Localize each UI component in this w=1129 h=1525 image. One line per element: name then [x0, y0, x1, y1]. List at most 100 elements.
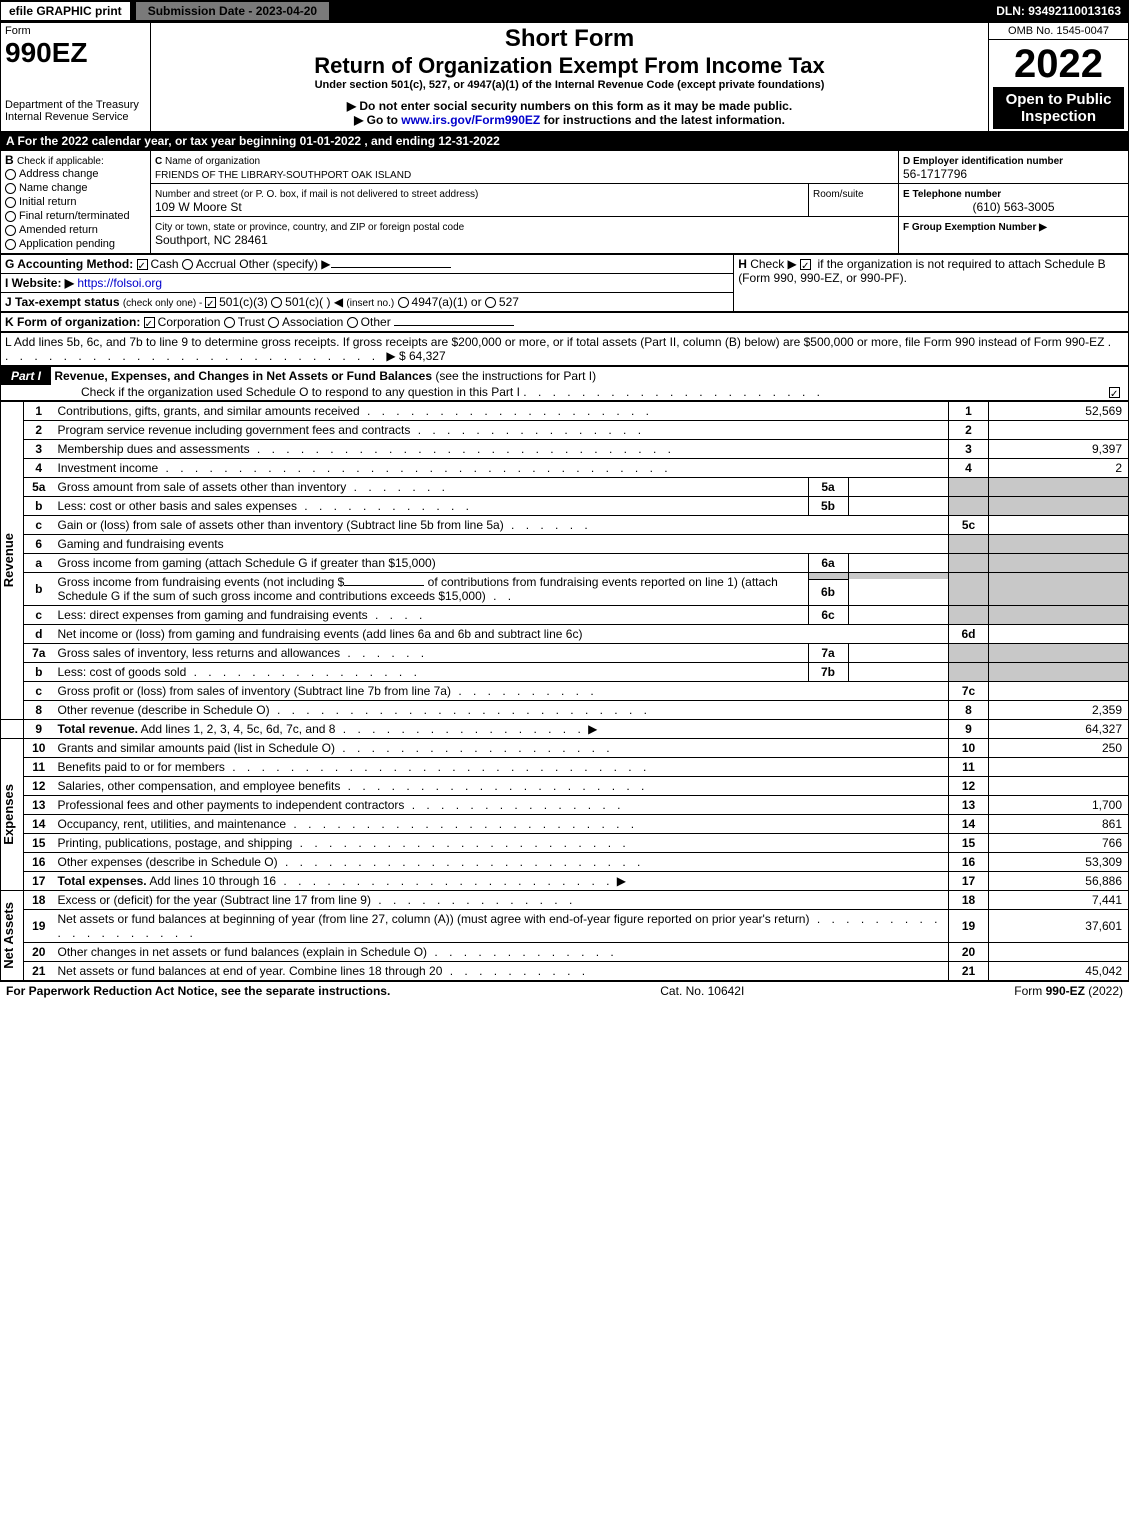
line-3-amount: 9,397: [989, 440, 1129, 459]
cb-amended-return[interactable]: Amended return: [5, 223, 146, 237]
line-20-amount: [989, 943, 1129, 962]
city-value: Southport, NC 28461: [155, 233, 268, 247]
irs-label: Internal Revenue Service: [5, 111, 129, 123]
city-label: City or town, state or province, country…: [155, 222, 464, 233]
telephone-value: (610) 563-3005: [903, 200, 1124, 214]
part-1-title: Revenue, Expenses, and Changes in Net As…: [54, 369, 432, 383]
accounting-method-table: G Accounting Method: Cash Accrual Other …: [0, 254, 1129, 312]
cb-cash[interactable]: [137, 259, 148, 270]
section-h-label: H: [738, 257, 747, 271]
org-name: FRIENDS OF THE LIBRARY-SOUTHPORT OAK ISL…: [155, 170, 411, 181]
form-label: Form: [5, 25, 146, 37]
tax-year: 2022: [993, 42, 1124, 87]
h-text2: if the organization is not required to a…: [817, 257, 1105, 271]
part-1-line-table: Revenue 1Contributions, gifts, grants, a…: [0, 401, 1129, 981]
cb-schedule-o[interactable]: [1109, 387, 1120, 398]
line-9-amount: 64,327: [989, 720, 1129, 739]
line-18-amount: 7,441: [989, 891, 1129, 910]
room-suite-label: Room/suite: [813, 189, 864, 200]
section-g-label: G Accounting Method:: [5, 257, 133, 271]
line-10-amount: 250: [989, 739, 1129, 758]
net-assets-section-label: Net Assets: [1, 902, 23, 969]
cb-other-org[interactable]: [347, 317, 358, 328]
part-1-note: (see the instructions for Part I): [435, 369, 596, 383]
cb-association[interactable]: [268, 317, 279, 328]
irs-link[interactable]: www.irs.gov/Form990EZ: [401, 113, 540, 127]
line-8-amount: 2,359: [989, 701, 1129, 720]
line-7c-amount: [989, 682, 1129, 701]
cb-501c3[interactable]: [205, 297, 216, 308]
under-section: Under section 501(c), 527, or 4947(a)(1)…: [155, 79, 984, 91]
cb-initial-return[interactable]: Initial return: [5, 195, 146, 209]
omb-number: OMB No. 1545-0047: [989, 23, 1129, 40]
check-only-one: (check only one) -: [123, 298, 205, 309]
cb-name-change[interactable]: Name change: [5, 181, 146, 195]
dept-treasury: Department of the Treasury: [5, 99, 139, 111]
street-label: Number and street (or P. O. box, if mail…: [155, 189, 478, 200]
revenue-section-label: Revenue: [1, 533, 23, 587]
line-13-amount: 1,700: [989, 796, 1129, 815]
cb-4947[interactable]: [398, 297, 409, 308]
line-11-amount: [989, 758, 1129, 777]
cb-address-change[interactable]: Address change: [5, 167, 146, 181]
top-bar: efile GRAPHIC print Submission Date - 20…: [0, 0, 1129, 22]
goto-instructions: ▶ Go to www.irs.gov/Form990EZ for instru…: [155, 113, 984, 127]
website-link[interactable]: https://folsoi.org: [77, 276, 162, 290]
cb-final-return[interactable]: Final return/terminated: [5, 209, 146, 223]
no-ssn-warning: ▶ Do not enter social security numbers o…: [155, 99, 984, 113]
return-title: Return of Organization Exempt From Incom…: [155, 53, 984, 79]
line-15-amount: 766: [989, 834, 1129, 853]
expenses-section-label: Expenses: [1, 784, 23, 845]
section-e-label: E Telephone number: [903, 189, 1001, 200]
section-b-label: B: [5, 153, 14, 167]
section-i-label: I Website: ▶: [5, 276, 74, 290]
part-1-check: Check if the organization used Schedule …: [1, 385, 520, 399]
section-c-label: C: [155, 156, 162, 167]
page-footer: For Paperwork Reduction Act Notice, see …: [0, 981, 1129, 1000]
form-header-table: Form 990EZ Short Form Return of Organiza…: [0, 22, 1129, 132]
cb-trust[interactable]: [224, 317, 235, 328]
street-value: 109 W Moore St: [155, 200, 242, 214]
section-l-text: L Add lines 5b, 6c, and 7b to line 9 to …: [5, 335, 1104, 349]
paperwork-notice: For Paperwork Reduction Act Notice, see …: [6, 984, 390, 998]
cb-527[interactable]: [485, 297, 496, 308]
section-f-label: F Group Exemption Number ▶: [903, 222, 1047, 233]
submission-date: Submission Date - 2023-04-20: [135, 1, 330, 21]
line-19-amount: 37,601: [989, 910, 1129, 943]
gross-receipts-amount: ▶ $ 64,327: [386, 349, 445, 363]
form-number: 990EZ: [5, 37, 146, 69]
cat-no: Cat. No. 10642I: [660, 984, 744, 998]
dln: DLN: 93492110013163: [996, 4, 1129, 18]
line-5c-amount: [989, 516, 1129, 535]
h-text3: (Form 990, 990-EZ, or 990-PF).: [738, 271, 907, 285]
efile-print-button[interactable]: efile GRAPHIC print: [0, 1, 131, 21]
section-a-tax-year: A For the 2022 calendar year, or tax yea…: [0, 132, 1129, 150]
line-14-amount: 861: [989, 815, 1129, 834]
line-21-amount: 45,042: [989, 962, 1129, 981]
line-6d-amount: [989, 625, 1129, 644]
cb-schedule-b[interactable]: [800, 259, 811, 270]
line-12-amount: [989, 777, 1129, 796]
name-of-org-label: Name of organization: [165, 156, 260, 167]
cb-application-pending[interactable]: Application pending: [5, 237, 146, 251]
section-j-label: J Tax-exempt status: [5, 295, 120, 309]
org-info-table: B Check if applicable: Address change Na…: [0, 150, 1129, 254]
part-1-label: Part I: [1, 367, 51, 385]
other-specify: Other (specify) ▶: [239, 257, 330, 271]
cb-501c[interactable]: [271, 297, 282, 308]
line-1-amount: 52,569: [989, 402, 1129, 421]
short-form-title: Short Form: [155, 25, 984, 53]
form-ref: Form 990-EZ (2022): [1014, 984, 1123, 998]
line-17-amount: 56,886: [989, 872, 1129, 891]
open-to-public: Open to Public Inspection: [993, 87, 1124, 129]
ein-value: 56-1717796: [903, 167, 967, 181]
section-d-label: D Employer identification number: [903, 156, 1063, 167]
section-k-label: K Form of organization:: [5, 315, 140, 329]
line-16-amount: 53,309: [989, 853, 1129, 872]
cb-corporation[interactable]: [144, 317, 155, 328]
line-2-amount: [989, 421, 1129, 440]
cb-accrual[interactable]: [182, 259, 193, 270]
h-check: Check ▶: [750, 257, 797, 271]
check-if-applicable: Check if applicable:: [17, 156, 104, 167]
line-4-amount: 2: [989, 459, 1129, 478]
